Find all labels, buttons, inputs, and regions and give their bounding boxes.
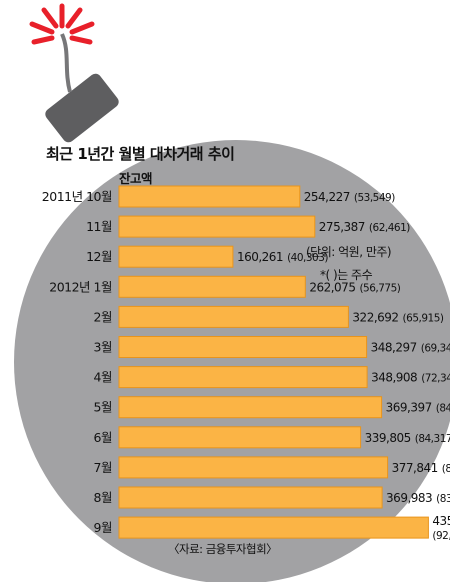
bar xyxy=(118,486,383,509)
value-header: 잔고액 xyxy=(119,171,153,186)
category-label: 11월 xyxy=(86,219,112,234)
category-label: 6월 xyxy=(94,430,112,445)
bomb-fuse xyxy=(60,33,72,93)
value-label: 160,261 xyxy=(237,250,283,264)
category-label: 8월 xyxy=(94,490,112,505)
spark-icon xyxy=(29,3,95,45)
share-label: (53,549) xyxy=(354,192,395,204)
value-label: 262,075 xyxy=(309,280,355,294)
share-label: (69,347) xyxy=(421,343,450,355)
category-label: 7월 xyxy=(94,460,112,475)
category-label: 9월 xyxy=(94,520,112,535)
category-label: 3월 xyxy=(94,340,112,355)
bar xyxy=(118,275,306,298)
value-label: 254,227 xyxy=(304,190,350,204)
bar xyxy=(118,336,368,358)
share-label: (40,303) xyxy=(287,252,328,264)
share-label: (62,461) xyxy=(369,222,410,234)
share-label: (72,346) xyxy=(421,373,450,385)
unit-note: (단위: 억원, 만주) xyxy=(306,245,392,259)
category-label: 2012년 1월 xyxy=(49,279,112,294)
bar-series: 2011년 10월 254,227 (53,549) 11월 275,387 (62,46… xyxy=(42,185,450,542)
bar xyxy=(118,305,349,328)
value-label: 275,387 xyxy=(319,220,365,234)
category-label: 2월 xyxy=(94,309,112,324)
category-label: 2011년 10월 xyxy=(42,189,112,204)
category-label: 5월 xyxy=(94,400,112,415)
value-label: 435,189 xyxy=(432,514,450,528)
share-label: (89,279) xyxy=(442,463,450,475)
share-label: (92,703) xyxy=(432,530,450,542)
paren-note: *( )는 주수 xyxy=(320,268,373,282)
share-label: (65,915) xyxy=(403,312,444,324)
share-label: (84,317) xyxy=(415,433,450,445)
value-label: 322,692 xyxy=(352,310,398,324)
category-label: 4월 xyxy=(94,370,112,385)
bar xyxy=(118,245,234,268)
share-label: (56,775) xyxy=(359,282,400,294)
value-label: 348,297 xyxy=(371,341,417,355)
bar xyxy=(118,185,301,208)
bar xyxy=(118,215,316,238)
bar xyxy=(118,456,389,479)
share-label: (84,525) xyxy=(436,403,450,415)
bar xyxy=(118,426,362,449)
chart-title: 최근 1년간 월별 대차거래 추이 xyxy=(46,145,235,163)
bomb-cap xyxy=(45,73,119,143)
bar xyxy=(118,516,429,539)
value-label: 377,841 xyxy=(392,461,438,475)
bar xyxy=(118,366,368,389)
value-label: 348,908 xyxy=(371,371,417,385)
source-note: 〈자료: 금융투자협회〉 xyxy=(168,542,278,556)
bar xyxy=(118,396,383,419)
category-label: 12월 xyxy=(86,249,112,264)
share-label: (83,810) xyxy=(436,493,450,505)
value-label: 339,805 xyxy=(365,431,411,445)
value-label: 369,983 xyxy=(386,491,432,505)
value-label: 369,397 xyxy=(386,401,432,415)
